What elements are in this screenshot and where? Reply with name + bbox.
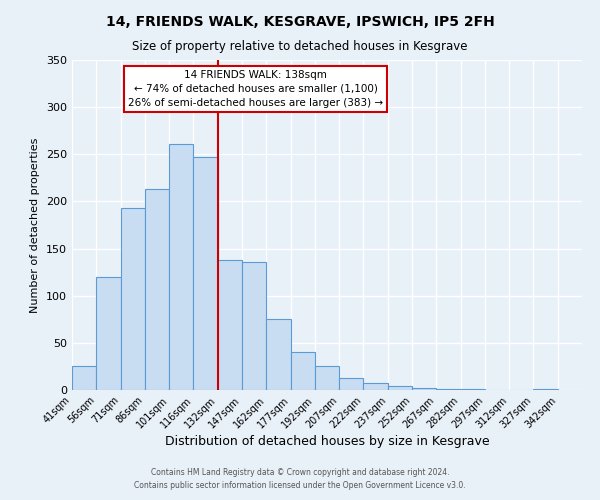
Bar: [96, 277, 121, 390]
Bar: [461, 389, 485, 390]
Text: Contains HM Land Registry data © Crown copyright and database right 2024.
Contai: Contains HM Land Registry data © Crown c…: [134, 468, 466, 489]
Text: 14 FRIENDS WALK: 138sqm
← 74% of detached houses are smaller (1,100)
26% of semi: 14 FRIENDS WALK: 138sqm ← 74% of detache…: [128, 70, 383, 108]
Bar: [364, 384, 388, 390]
Text: Size of property relative to detached houses in Kesgrave: Size of property relative to detached ho…: [132, 40, 468, 53]
Bar: [436, 389, 461, 390]
Bar: [388, 386, 412, 390]
Bar: [121, 208, 145, 390]
Bar: [193, 157, 218, 390]
Bar: [533, 389, 558, 390]
Bar: [412, 388, 436, 390]
Bar: [290, 352, 315, 390]
Bar: [315, 366, 339, 390]
Bar: [218, 260, 242, 390]
Bar: [242, 262, 266, 390]
Bar: [339, 378, 364, 390]
Text: 14, FRIENDS WALK, KESGRAVE, IPSWICH, IP5 2FH: 14, FRIENDS WALK, KESGRAVE, IPSWICH, IP5…: [106, 15, 494, 29]
Bar: [145, 189, 169, 390]
Y-axis label: Number of detached properties: Number of detached properties: [31, 138, 40, 312]
X-axis label: Distribution of detached houses by size in Kesgrave: Distribution of detached houses by size …: [164, 436, 490, 448]
Bar: [72, 366, 96, 390]
Bar: [169, 144, 193, 390]
Bar: [266, 320, 290, 390]
